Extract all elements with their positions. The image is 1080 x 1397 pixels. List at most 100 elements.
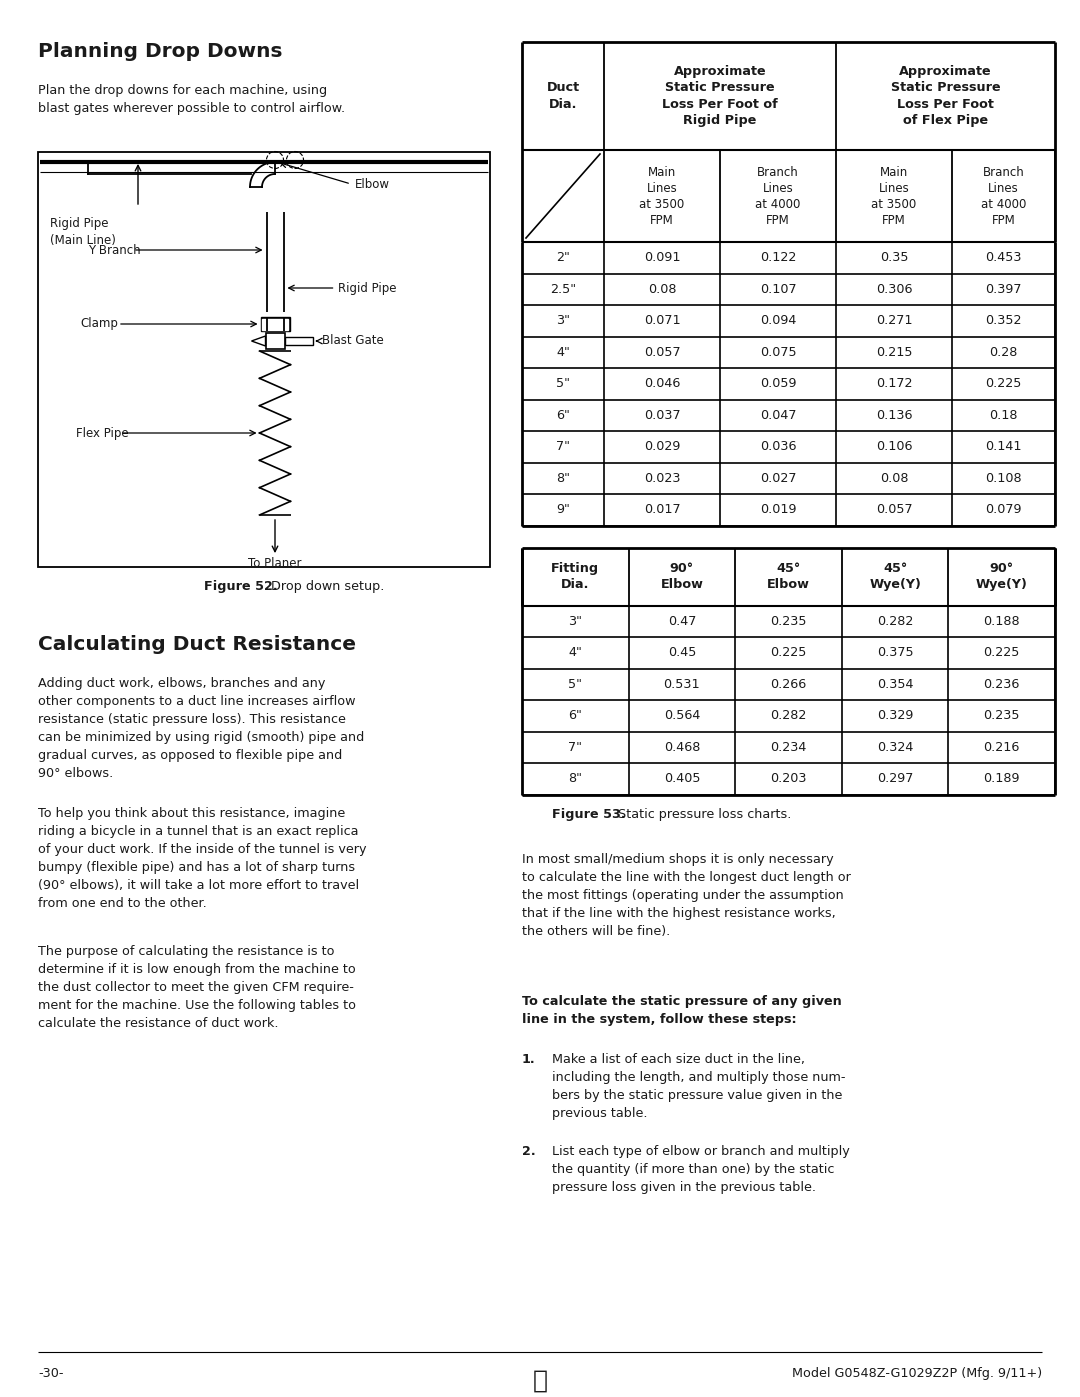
Text: In most small/medium shops it is only necessary
to calculate the line with the l: In most small/medium shops it is only ne…	[522, 852, 851, 937]
Text: 0.071: 0.071	[644, 314, 680, 327]
Text: 0.35: 0.35	[880, 251, 908, 264]
Text: 45°
Wye(Y): 45° Wye(Y)	[869, 562, 921, 591]
Text: 0.094: 0.094	[760, 314, 796, 327]
Bar	[38, 152, 490, 567]
Text: 0.136: 0.136	[876, 409, 913, 422]
Text: 7": 7"	[568, 740, 582, 754]
Text: 0.057: 0.057	[876, 503, 913, 517]
Text: 0.468: 0.468	[664, 740, 700, 754]
Text: 0.271: 0.271	[876, 314, 913, 327]
Text: 2.: 2.	[522, 1144, 536, 1158]
Text: 0.188: 0.188	[984, 615, 1020, 627]
Text: 0.023: 0.023	[644, 472, 680, 485]
Text: 9": 9"	[556, 503, 570, 517]
Text: Branch
Lines
at 4000
FPM: Branch Lines at 4000 FPM	[981, 165, 1026, 226]
Text: 0.282: 0.282	[877, 615, 914, 627]
Text: 0.107: 0.107	[759, 282, 796, 296]
Text: Figure 53.: Figure 53.	[552, 807, 625, 820]
Text: 8": 8"	[556, 472, 570, 485]
Text: 0.027: 0.027	[759, 472, 796, 485]
Text: 0.329: 0.329	[877, 710, 914, 722]
Text: 0.297: 0.297	[877, 773, 914, 785]
Text: 0.235: 0.235	[984, 710, 1020, 722]
Text: Adding duct work, elbows, branches and any
other components to a duct line incre: Adding duct work, elbows, branches and a…	[38, 678, 364, 780]
Text: 4": 4"	[568, 647, 582, 659]
Text: Calculating Duct Resistance: Calculating Duct Resistance	[38, 636, 356, 654]
Text: 90°
Wye(Y): 90° Wye(Y)	[975, 562, 1028, 591]
Text: 5": 5"	[556, 377, 570, 390]
Text: 0.235: 0.235	[770, 615, 807, 627]
Text: 0.18: 0.18	[989, 409, 1017, 422]
Text: List each type of elbow or branch and multiply
the quantity (if more than one) b: List each type of elbow or branch and mu…	[552, 1144, 850, 1193]
Text: To Planer: To Planer	[248, 557, 301, 570]
Text: 1.: 1.	[522, 1052, 536, 1066]
Text: 0.234: 0.234	[770, 740, 807, 754]
Text: 0.079: 0.079	[985, 503, 1022, 517]
Text: 0.282: 0.282	[770, 710, 807, 722]
Text: -30-: -30-	[38, 1368, 64, 1380]
Text: 0.046: 0.046	[644, 377, 680, 390]
Text: Main
Lines
at 3500
FPM: Main Lines at 3500 FPM	[872, 165, 917, 226]
Text: 0.108: 0.108	[985, 472, 1022, 485]
Text: 0.075: 0.075	[759, 345, 796, 359]
Text: 0.225: 0.225	[985, 377, 1022, 390]
Text: To help you think about this resistance, imagine
riding a bicycle in a tunnel th: To help you think about this resistance,…	[38, 807, 366, 909]
Text: Drop down setup.: Drop down setup.	[267, 580, 384, 592]
Text: 0.106: 0.106	[876, 440, 913, 453]
Text: Plan the drop downs for each machine, using
blast gates wherever possible to con: Plan the drop downs for each machine, us…	[38, 84, 346, 115]
Text: 0.397: 0.397	[985, 282, 1022, 296]
Text: 4": 4"	[556, 345, 570, 359]
Text: 0.019: 0.019	[759, 503, 796, 517]
Text: Rigid Pipe
(Main Line): Rigid Pipe (Main Line)	[50, 217, 116, 247]
Text: 0.45: 0.45	[667, 647, 697, 659]
Text: 0.036: 0.036	[759, 440, 796, 453]
Text: Flex Pipe: Flex Pipe	[76, 426, 129, 440]
Text: 8": 8"	[568, 773, 582, 785]
Text: Branch
Lines
at 4000
FPM: Branch Lines at 4000 FPM	[755, 165, 800, 226]
Text: 0.172: 0.172	[876, 377, 913, 390]
Text: Model G0548Z-G1029Z2P (Mfg. 9/11+): Model G0548Z-G1029Z2P (Mfg. 9/11+)	[792, 1368, 1042, 1380]
Text: 0.375: 0.375	[877, 647, 914, 659]
Text: 0.47: 0.47	[667, 615, 697, 627]
Text: 0.057: 0.057	[644, 345, 680, 359]
Text: Y Branch: Y Branch	[87, 243, 140, 257]
Text: 0.236: 0.236	[984, 678, 1020, 690]
Bar	[284, 337, 312, 345]
Polygon shape	[252, 337, 266, 346]
Text: 0.225: 0.225	[770, 647, 807, 659]
Text: 3": 3"	[556, 314, 570, 327]
Text: 0.216: 0.216	[984, 740, 1020, 754]
Text: 0.266: 0.266	[770, 678, 807, 690]
Text: 6": 6"	[568, 710, 582, 722]
Text: Main
Lines
at 3500
FPM: Main Lines at 3500 FPM	[639, 165, 685, 226]
Text: Elbow: Elbow	[355, 177, 390, 190]
Text: 0.08: 0.08	[880, 472, 908, 485]
Text: 0.564: 0.564	[664, 710, 700, 722]
Text: 2": 2"	[556, 251, 570, 264]
Text: The purpose of calculating the resistance is to
determine if it is low enough fr: The purpose of calculating the resistanc…	[38, 944, 356, 1030]
Text: Figure 52.: Figure 52.	[204, 580, 278, 592]
Text: 0.047: 0.047	[759, 409, 796, 422]
Text: Duct
Dia.: Duct Dia.	[546, 81, 580, 110]
Text: 5": 5"	[568, 678, 582, 690]
Text: 0.453: 0.453	[985, 251, 1022, 264]
Text: Approximate
Static Pressure
Loss Per Foot of
Rigid Pipe: Approximate Static Pressure Loss Per Foo…	[662, 64, 778, 127]
Text: 0.203: 0.203	[770, 773, 807, 785]
Text: Approximate
Static Pressure
Loss Per Foot
of Flex Pipe: Approximate Static Pressure Loss Per Foo…	[891, 64, 1000, 127]
Text: 7": 7"	[556, 440, 570, 453]
Text: 0.017: 0.017	[644, 503, 680, 517]
Text: 6": 6"	[556, 409, 570, 422]
Text: 0.091: 0.091	[644, 251, 680, 264]
Text: 0.531: 0.531	[663, 678, 700, 690]
Text: 0.141: 0.141	[985, 440, 1022, 453]
Text: 0.28: 0.28	[989, 345, 1017, 359]
Text: 90°
Elbow: 90° Elbow	[661, 562, 703, 591]
Text: 🐻: 🐻	[532, 1369, 548, 1393]
Text: Make a list of each size duct in the line,
including the length, and multiply th: Make a list of each size duct in the lin…	[552, 1052, 846, 1119]
Text: 0.08: 0.08	[648, 282, 676, 296]
Text: 0.189: 0.189	[984, 773, 1020, 785]
Text: Rigid Pipe: Rigid Pipe	[338, 282, 397, 295]
Bar	[262, 319, 288, 330]
Text: 0.215: 0.215	[876, 345, 913, 359]
Bar	[260, 317, 289, 331]
